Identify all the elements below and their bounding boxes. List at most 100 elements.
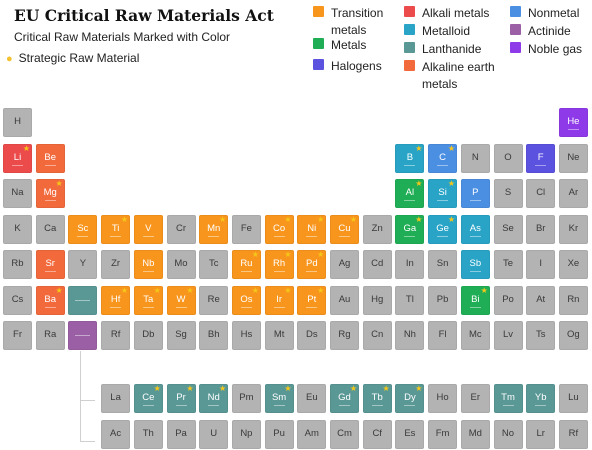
strategic-star-icon: ★ xyxy=(153,384,161,393)
legend-item-metalloid: Metalloid xyxy=(404,23,504,40)
element-os: Os ★ xyxy=(231,285,261,315)
strategic-star-icon: ★ xyxy=(415,384,423,393)
strategic-star-icon: ★ xyxy=(415,214,423,224)
element-detail-line xyxy=(142,235,154,237)
element-al: Al ★ xyxy=(395,179,425,208)
element-lv: Lv xyxy=(493,321,523,350)
strategic-star-icon: ★ xyxy=(349,214,357,224)
element-detail-line xyxy=(273,405,285,406)
strategic-star-icon: ★ xyxy=(55,285,63,295)
legend-label: Transition metals xyxy=(331,6,384,37)
element-symbol: Sn xyxy=(436,258,449,269)
element-symbol: Ce xyxy=(142,392,155,403)
element-symbol: Am xyxy=(304,428,319,439)
element-mo: Mo xyxy=(166,250,196,279)
element-detail-line xyxy=(306,235,318,237)
legend-swatch xyxy=(404,42,415,53)
element-symbol: Pt xyxy=(307,293,317,305)
element-ds: Ds xyxy=(297,321,327,350)
element-sm: Sm ★ xyxy=(264,384,294,413)
element-symbol: Ts xyxy=(535,329,546,340)
element-symbol: Pm xyxy=(239,392,254,403)
element-si: Si ★ xyxy=(428,179,458,208)
strategic-star-icon: ★ xyxy=(219,384,227,393)
element-ga: Ga ★ xyxy=(395,214,425,244)
element-au: Au xyxy=(330,285,359,315)
element-at: At xyxy=(526,285,556,315)
element-symbol: Ni xyxy=(307,222,317,234)
element-symbol: Lr xyxy=(536,428,545,439)
element-symbol: Cl xyxy=(536,187,546,198)
element-detail-line xyxy=(502,405,514,406)
element-symbol: Mo xyxy=(174,258,188,269)
element-detail-line xyxy=(240,306,252,308)
legend-swatch xyxy=(510,42,521,53)
element-detail-line xyxy=(306,306,318,308)
element-symbol: Ga xyxy=(403,222,417,234)
strategic-star-icon: ★ xyxy=(120,285,129,295)
element-zn: Zn xyxy=(362,214,392,244)
element-lanthanide-placeholder xyxy=(68,285,98,315)
element-u: U xyxy=(199,420,229,449)
element-symbol: Bh xyxy=(207,329,220,340)
strategic-star-icon: ★ xyxy=(284,285,292,295)
element-fe: Fe xyxy=(231,214,261,244)
element-pa: Pa xyxy=(166,420,196,449)
element-symbol: Np xyxy=(240,428,253,439)
strategic-star-icon: ★ xyxy=(447,143,456,153)
element-symbol: Br xyxy=(535,222,546,234)
legend-swatch xyxy=(313,38,324,49)
element-rg: Rg xyxy=(330,321,359,350)
element-symbol: N xyxy=(471,151,479,163)
element-symbol: Cf xyxy=(372,428,382,439)
element-fl: Fl xyxy=(428,321,458,350)
element-ac: Ac xyxy=(101,420,131,449)
element-fr: Fr xyxy=(3,321,32,350)
element-bh: Bh xyxy=(199,321,229,350)
element-symbol: Er xyxy=(470,392,481,403)
element-symbol: Db xyxy=(142,329,155,340)
element-symbol: Sc xyxy=(77,222,89,234)
element-symbol: Os xyxy=(240,293,253,305)
element-symbol: Fl xyxy=(438,329,447,340)
element-mg: Mg ★ xyxy=(35,179,65,208)
element-ce: Ce ★ xyxy=(133,384,163,413)
element-symbol: B xyxy=(406,151,414,163)
element-no: No xyxy=(493,420,523,449)
element-symbol: Hg xyxy=(371,293,384,305)
element-symbol: Ru xyxy=(240,258,253,269)
strategic-star-icon: ★ xyxy=(284,384,292,393)
element-symbol: Re xyxy=(207,293,220,305)
element-symbol: Rf xyxy=(568,428,579,439)
element-symbol: Cr xyxy=(175,222,187,234)
strategic-label: Strategic Raw Material xyxy=(18,51,140,65)
strategic-star-icon: ★ xyxy=(317,250,325,259)
element-detail-line xyxy=(273,306,285,308)
element-detail-line xyxy=(339,405,350,406)
element-symbol: Sb xyxy=(469,258,482,269)
element-detail-line xyxy=(404,164,416,166)
element-np: Np xyxy=(231,420,261,449)
element-nh: Nh xyxy=(395,321,425,350)
legend-item-alkali: Alkali metals xyxy=(404,5,504,22)
element-mc: Mc xyxy=(460,321,490,350)
element-ti: Ti ★ xyxy=(101,214,131,244)
element-symbol: Ta xyxy=(143,293,154,305)
element-sr: Sr xyxy=(35,250,65,279)
element-symbol: Pa xyxy=(175,428,187,439)
element-symbol: Ra xyxy=(44,329,57,340)
element-symbol: Ag xyxy=(338,258,351,269)
element-he: He xyxy=(558,108,588,137)
element-la: La xyxy=(101,384,131,413)
strategic-star-icon: ★ xyxy=(415,143,423,153)
element-symbol: Po xyxy=(502,293,514,305)
element-ge: Ge ★ xyxy=(428,214,458,244)
element-symbol: Ti xyxy=(111,222,120,234)
element-symbol: C xyxy=(439,151,447,163)
element-symbol: Fm xyxy=(435,428,450,439)
element-symbol: Rh xyxy=(273,258,286,269)
element-detail-line xyxy=(44,306,56,308)
f-block-connector xyxy=(80,351,95,442)
element-symbol: Ge xyxy=(436,222,449,234)
element-n: N xyxy=(460,143,490,173)
